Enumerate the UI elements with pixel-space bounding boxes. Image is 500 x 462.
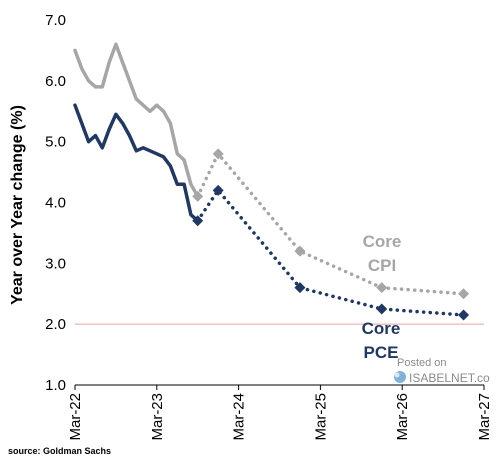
y-tick-label: 2.0 (45, 316, 66, 333)
cpi-forecast-marker (458, 288, 470, 300)
pce-forecast-line (195, 187, 466, 317)
y-axis-ticks: 1.0 2.0 3.0 4.0 5.0 6.0 7.0 (45, 12, 66, 394)
y-tick-label: 5.0 (45, 134, 66, 151)
pce-series-label: Core PCE (362, 319, 401, 362)
y-tick-label: 1.0 (45, 377, 66, 394)
pce-forecast-marker (376, 303, 388, 315)
pce-forecast-marker (192, 215, 204, 227)
watermark-line2: ISABELNET.co (409, 371, 490, 385)
cpi-forecast-marker (376, 282, 388, 294)
series-layer (73, 42, 470, 321)
cpi-label-line2: CPI (368, 256, 396, 275)
pce-label-line1: Core (362, 319, 401, 338)
cpi-forecast-marker (212, 148, 224, 160)
y-tick-label: 4.0 (45, 195, 66, 212)
pce-forecast-marker (212, 184, 224, 196)
pce-forecast-marker (294, 282, 306, 294)
x-tick-label: Mar-26 (394, 393, 411, 441)
pce-label-line2: PCE (364, 343, 399, 362)
watermark-line1: Posted on (397, 357, 447, 369)
cpi-actual-line (73, 42, 200, 199)
cpi-series-label: Core CPI (363, 232, 402, 275)
y-tick-label: 7.0 (45, 12, 66, 29)
y-tick-label: 3.0 (45, 255, 66, 272)
watermark: Posted on ISABELNET.co (394, 357, 490, 385)
source-note: source: Goldman Sachs (8, 446, 112, 456)
watermark-logo-icon (394, 371, 406, 383)
x-tick-label: Mar-23 (149, 393, 166, 441)
cpi-forecast-marker (192, 190, 204, 202)
cpi-forecast-line (195, 150, 466, 296)
pce-actual-line (73, 103, 200, 223)
cpi-label-line1: Core (363, 232, 402, 251)
y-tick-label: 6.0 (45, 73, 66, 90)
x-tick-label: Mar-25 (312, 393, 329, 441)
x-tick-label: Mar-24 (231, 393, 248, 441)
cpi-forecast-marker (294, 245, 306, 257)
x-tick-label: Mar-27 (476, 393, 493, 441)
x-axis-ticks: Mar-22 Mar-23 Mar-24 Mar-25 Mar-26 Mar-27 (67, 385, 493, 441)
x-tick-label: Mar-22 (67, 393, 84, 441)
pce-forecast-marker (458, 309, 470, 321)
y-axis-label: Year over Year change (%) (9, 105, 26, 305)
